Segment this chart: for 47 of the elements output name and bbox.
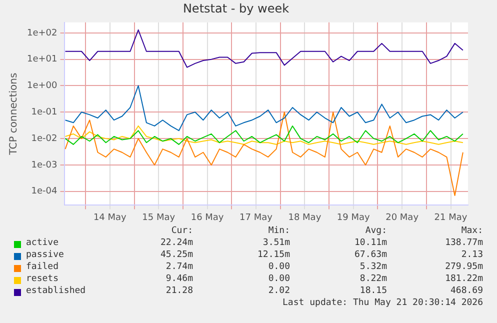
text: Last update: Thu May 21 20:30:14 2026 — [282, 298, 483, 308]
x-tick-label: 17 May — [240, 212, 274, 223]
legend-label: resets — [26, 274, 59, 284]
text: Min: — [268, 226, 290, 236]
text: 0.00 — [268, 262, 290, 272]
x-tick-label: 18 May — [288, 212, 322, 223]
text: Max: — [461, 226, 483, 236]
text: 0.00 — [268, 274, 290, 284]
x-tick-label: 14 May — [93, 212, 128, 223]
y-tick-label: 1e+01 — [26, 54, 58, 65]
text: 10.11m — [354, 238, 387, 248]
x-tick-label: 21 May — [434, 212, 468, 223]
text: 3.51m — [262, 238, 290, 248]
text: 8.22m — [360, 274, 387, 284]
y-tick-label: 1e-01 — [31, 107, 58, 118]
text: 22.24m — [160, 238, 193, 248]
y-tick-label: 1e-02 — [31, 134, 58, 144]
text: 9.46m — [166, 274, 193, 284]
y-tick-label: 1e-04 — [31, 186, 58, 197]
legend-label: established — [26, 286, 86, 296]
chart-title: Netstat - by week — [182, 1, 290, 16]
text: 5.32m — [360, 262, 387, 272]
text: Cur: — [171, 226, 193, 236]
y-tick-label: 1e+02 — [26, 28, 58, 38]
text: 181.22m — [445, 274, 483, 284]
x-tick-label: 19 May — [336, 212, 370, 223]
x-tick-label: 20 May — [386, 212, 420, 223]
legend-label: active — [26, 238, 59, 248]
text: 2.02 — [268, 286, 290, 296]
text: 21.28 — [166, 286, 193, 296]
text: 279.95m — [445, 262, 483, 272]
x-tick-label: 15 May — [142, 212, 176, 223]
text: Avg: — [365, 226, 387, 236]
legend-label: passive — [26, 250, 64, 260]
x-tick-label: 16 May — [190, 212, 224, 223]
y-axis-title: TCP connections — [8, 72, 20, 156]
text: 45.25m — [160, 250, 193, 260]
text: 12.15m — [257, 250, 290, 260]
text: 18.15 — [360, 286, 387, 296]
y-tick-label: 1e-03 — [31, 160, 58, 170]
text: 138.77m — [445, 238, 483, 248]
y-tick-label: 1e+00 — [26, 81, 58, 92]
text: 67.63m — [354, 250, 387, 260]
text: 2.13 — [461, 250, 483, 260]
legend-label: failed — [26, 262, 59, 272]
text: 468.69 — [450, 286, 483, 296]
text: 2.74m — [166, 262, 193, 272]
